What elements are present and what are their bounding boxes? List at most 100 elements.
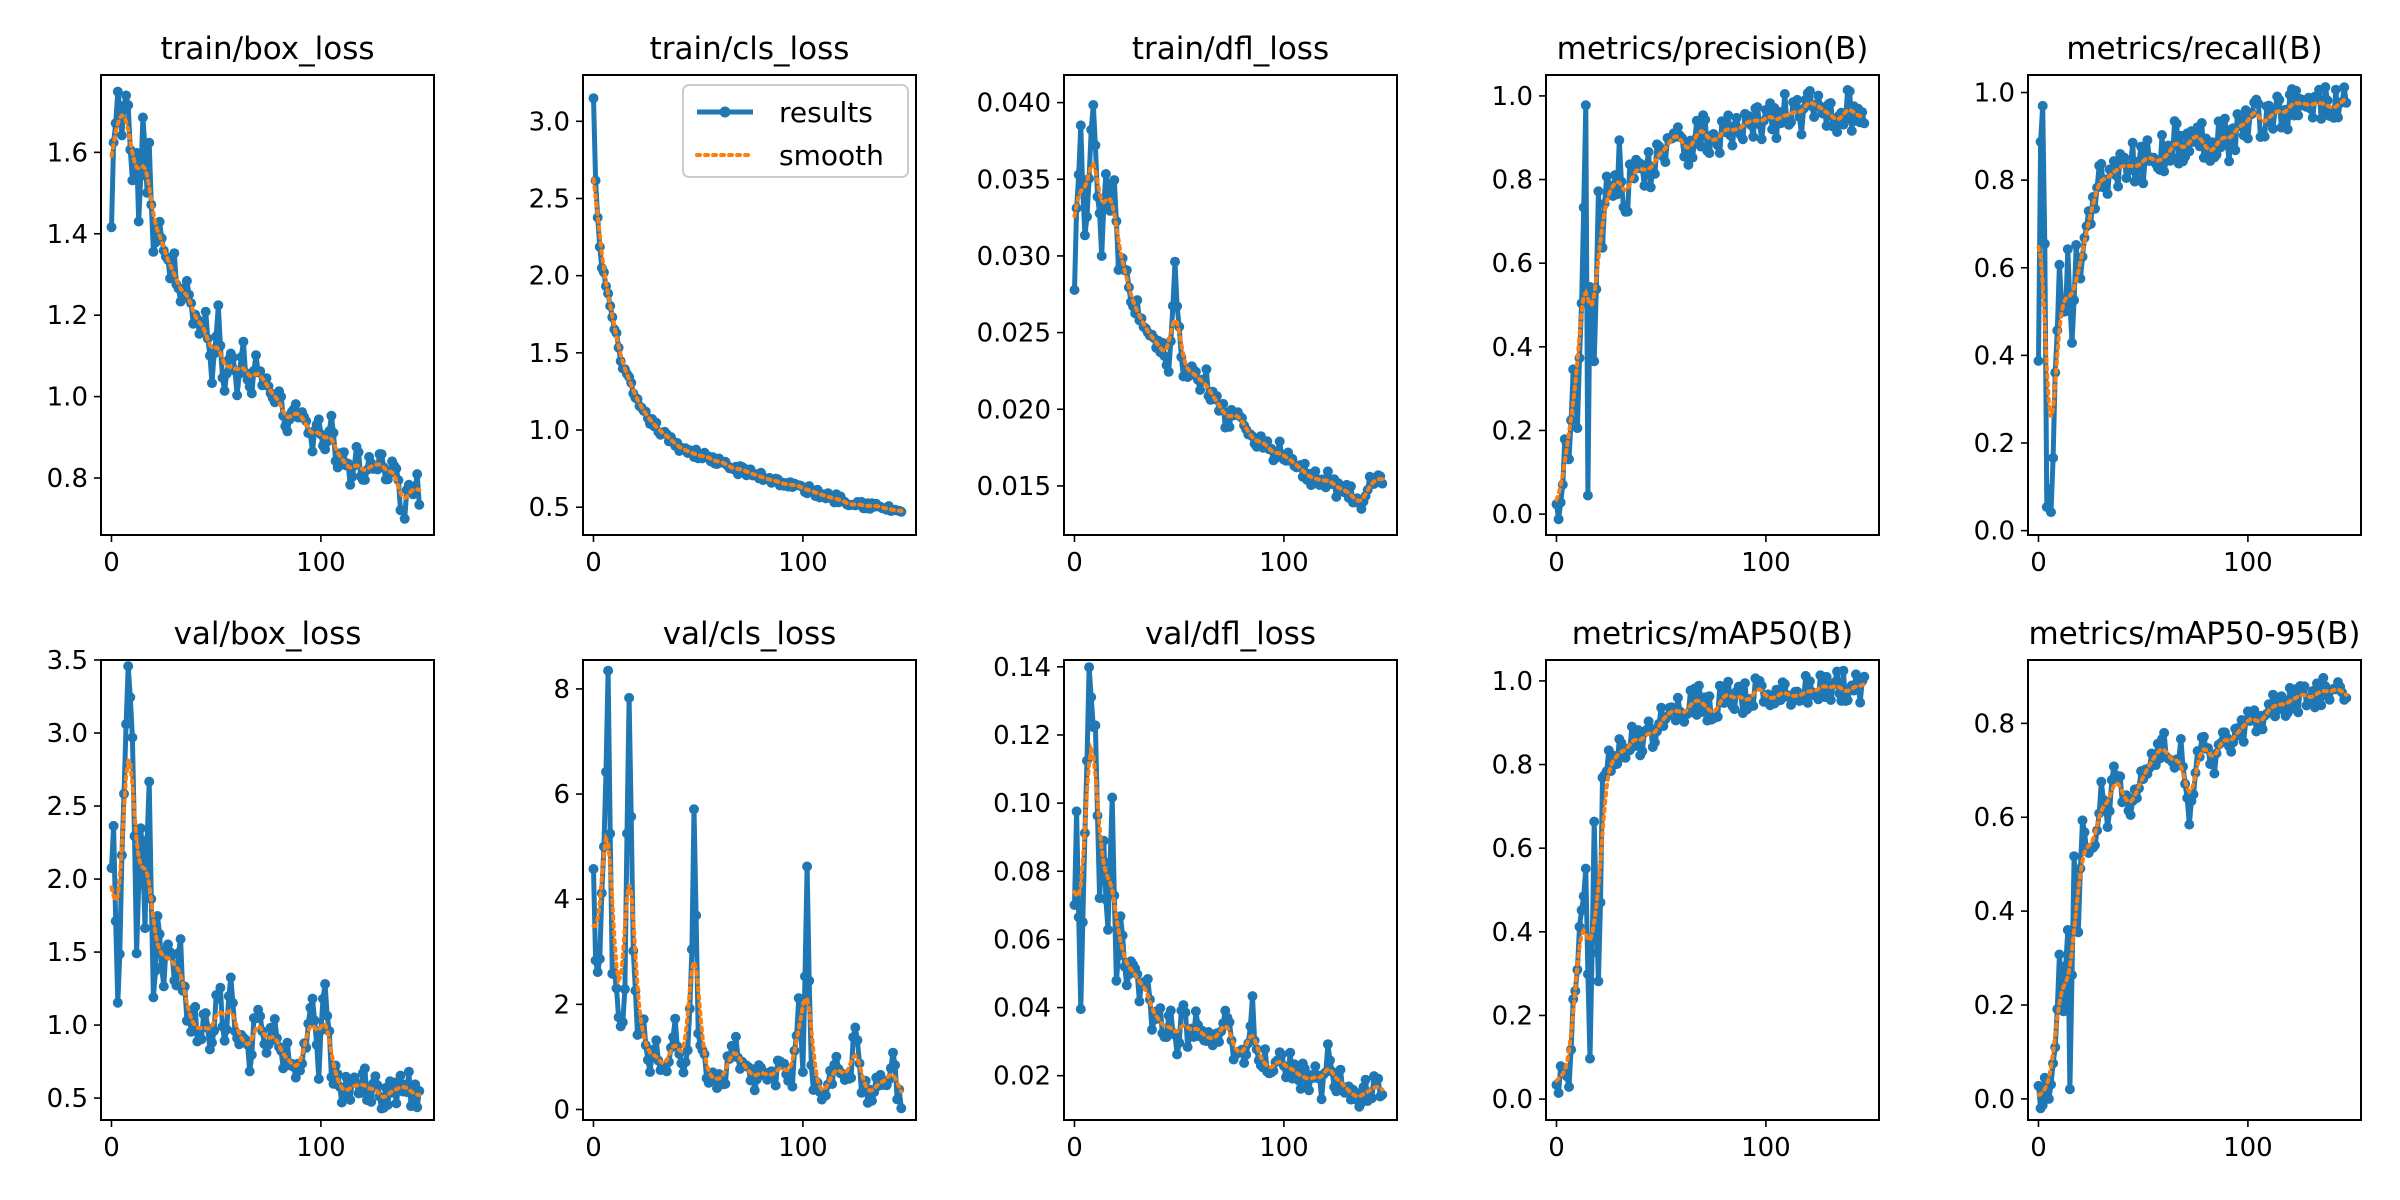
x-tick-label: 100	[296, 548, 346, 578]
results-point	[1113, 950, 1124, 961]
y-tick-label: 0.4	[1492, 918, 1533, 948]
subplot-1: train/box_loss 0.8 1.0 1.2 1.4 1.6 0 100	[47, 31, 435, 578]
y-tick-label: 0.025	[977, 319, 1051, 349]
results-point	[1293, 1075, 1304, 1086]
subplot-9: metrics/mAP50(B) 0.0 0.2 0.4 0.6 0.8 1.0 0 100	[1492, 616, 1880, 1163]
y-tick-label: 0.06	[993, 925, 1051, 955]
results-point	[1612, 189, 1623, 200]
results-point	[802, 861, 813, 872]
plot-area	[106, 661, 425, 1114]
results-point	[852, 1035, 863, 1046]
x-tick-label: 100	[778, 1133, 828, 1163]
smooth-line	[2036, 687, 2349, 1097]
results-point	[2259, 131, 2270, 142]
legend: results smooth	[682, 84, 909, 178]
results-point	[2194, 141, 2205, 152]
results-point	[1075, 1004, 1086, 1015]
results-point	[152, 911, 163, 921]
results-point	[1830, 677, 1840, 688]
results-point	[1310, 1061, 1321, 1072]
results-point	[1704, 148, 1715, 159]
results-point	[1846, 125, 1857, 136]
results-point	[309, 1015, 320, 1026]
x-tick-label: 0	[1548, 1133, 1565, 1163]
results-point	[1773, 106, 1784, 117]
results-point	[2226, 746, 2237, 757]
axes-frame	[100, 659, 435, 1121]
results-point	[2219, 113, 2230, 124]
results-point	[1079, 230, 1090, 241]
results-point	[127, 732, 138, 743]
subplot-title: metrics/mAP50-95(B)	[2028, 616, 2360, 652]
results-point	[1752, 102, 1763, 113]
results-point	[1214, 1036, 1224, 1047]
y-tick-label: 1.2	[47, 301, 88, 331]
results-point	[1582, 490, 1593, 501]
y-tick-label: 0.5	[529, 493, 570, 523]
results-point	[1165, 1005, 1176, 1016]
y-tick-label: 0.0	[1974, 1085, 2015, 1115]
results-point	[1564, 1081, 1574, 1092]
legend-results-label: results	[779, 96, 873, 129]
results-point	[1610, 170, 1621, 181]
results-point	[328, 427, 339, 438]
results-point	[1587, 306, 1598, 317]
results-point	[2043, 484, 2054, 495]
results-point	[209, 1025, 220, 1036]
results-point	[1274, 436, 1285, 447]
results-point	[1825, 98, 1836, 108]
results-point	[244, 1066, 255, 1077]
results-point	[305, 1002, 316, 1013]
results-point	[403, 1066, 414, 1077]
results-point	[2069, 851, 2080, 862]
subplot-2: train/cls_loss 0.5 1.0 1.5 2.0 2.5 3.0 0 100 resu…	[529, 31, 917, 578]
x-tick-label: 0	[585, 548, 602, 578]
results-point	[2324, 694, 2335, 705]
results-point	[207, 1037, 217, 1048]
results-point	[1285, 1047, 1296, 1058]
y-tick-label: 1.6	[47, 138, 88, 168]
x-tick-label: 0	[2030, 1133, 2047, 1163]
results-point	[797, 1067, 808, 1078]
results-point	[1748, 131, 1759, 142]
results-point	[1086, 692, 1097, 703]
results-point	[2037, 100, 2048, 111]
results-point	[269, 1014, 280, 1024]
results-point	[1335, 1064, 1346, 1075]
results-point	[1304, 1085, 1314, 1096]
results-point	[1593, 186, 1604, 197]
results-point	[347, 471, 358, 482]
results-point	[1090, 140, 1101, 151]
results-point	[221, 368, 232, 379]
results-point	[1740, 678, 1750, 689]
y-tick-label: 0.6	[1974, 803, 2015, 833]
results-point	[1809, 112, 1820, 122]
y-tick-label: 0.4	[1974, 341, 2015, 371]
results-point	[322, 1010, 333, 1021]
results-point	[106, 222, 117, 233]
y-tick-label: 0.08	[993, 857, 1051, 887]
results-point	[1786, 699, 1796, 710]
results-point	[1180, 1007, 1191, 1018]
results-point	[1859, 671, 1870, 682]
results-point	[1115, 911, 1126, 922]
results-point	[1725, 130, 1736, 141]
results-point	[1190, 1006, 1201, 1017]
subplot-title: train/box_loss	[160, 31, 374, 67]
x-tick-label: 100	[1741, 548, 1791, 578]
results-point	[1821, 671, 1832, 682]
results-point	[156, 962, 167, 973]
results-point	[594, 953, 605, 964]
results-point	[255, 1011, 266, 1022]
results-point	[2171, 118, 2182, 129]
results-point	[661, 1066, 672, 1077]
axes-frame	[100, 74, 435, 536]
results-point	[1712, 140, 1723, 151]
results-point	[142, 835, 153, 845]
results-point	[1727, 140, 1738, 151]
results-point	[1570, 379, 1581, 390]
results-point	[2169, 762, 2180, 773]
results-point	[1802, 697, 1813, 708]
results-point	[1182, 1042, 1193, 1052]
plot-area	[1551, 665, 1870, 1098]
